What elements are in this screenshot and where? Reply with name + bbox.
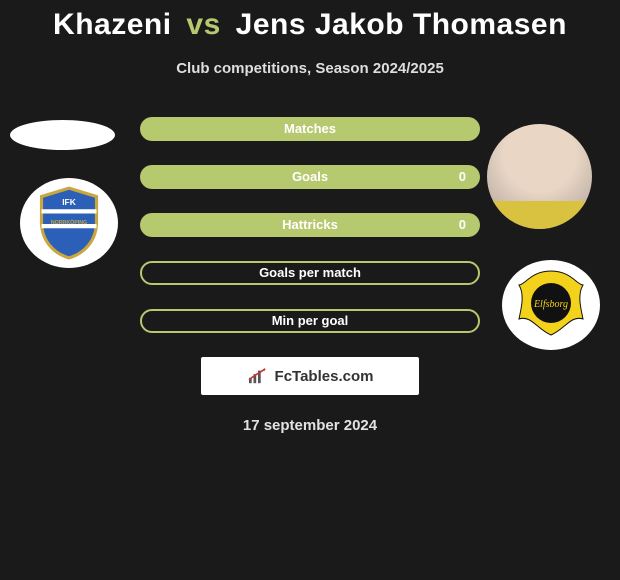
svg-text:Elfsborg: Elfsborg: [533, 299, 568, 310]
stat-bar-right-value: 0: [459, 213, 466, 237]
player1-name: Khazeni: [53, 8, 172, 41]
stat-bar: Matches: [140, 117, 480, 141]
chart-icon: [247, 367, 269, 385]
stat-bar: Goals 0: [140, 165, 480, 189]
page-title: Khazeni vs Jens Jakob Thomasen: [0, 0, 620, 42]
svg-text:IFK: IFK: [62, 197, 76, 207]
player2-club-badge: Elfsborg: [502, 260, 600, 350]
stat-bar: Goals per match: [140, 261, 480, 285]
stat-bar-label: Min per goal: [272, 313, 349, 328]
club-badge-icon: Elfsborg: [511, 265, 591, 345]
date-label: 17 september 2024: [0, 417, 620, 434]
brand-badge: FcTables.com: [201, 357, 419, 395]
stat-bar: Hattricks 0: [140, 213, 480, 237]
stat-bar-label: Goals per match: [259, 265, 361, 280]
stat-bar-label: Goals: [292, 169, 328, 184]
stat-bar-label: Matches: [284, 121, 336, 136]
stat-bar-right-value: 0: [459, 165, 466, 189]
brand-text: FcTables.com: [275, 368, 374, 385]
svg-text:NORRKÖPING: NORRKÖPING: [51, 219, 87, 226]
stat-bar-label: Hattricks: [282, 217, 338, 232]
vs-label: vs: [186, 8, 220, 41]
stat-bar: Min per goal: [140, 309, 480, 333]
subtitle: Club competitions, Season 2024/2025: [0, 60, 620, 77]
player1-club-badge: IFK NORRKÖPING: [20, 178, 118, 268]
player2-name: Jens Jakob Thomasen: [236, 8, 567, 41]
player1-avatar-placeholder: [10, 120, 115, 150]
player2-avatar: [487, 124, 592, 229]
club-badge-icon: IFK NORRKÖPING: [36, 186, 102, 260]
